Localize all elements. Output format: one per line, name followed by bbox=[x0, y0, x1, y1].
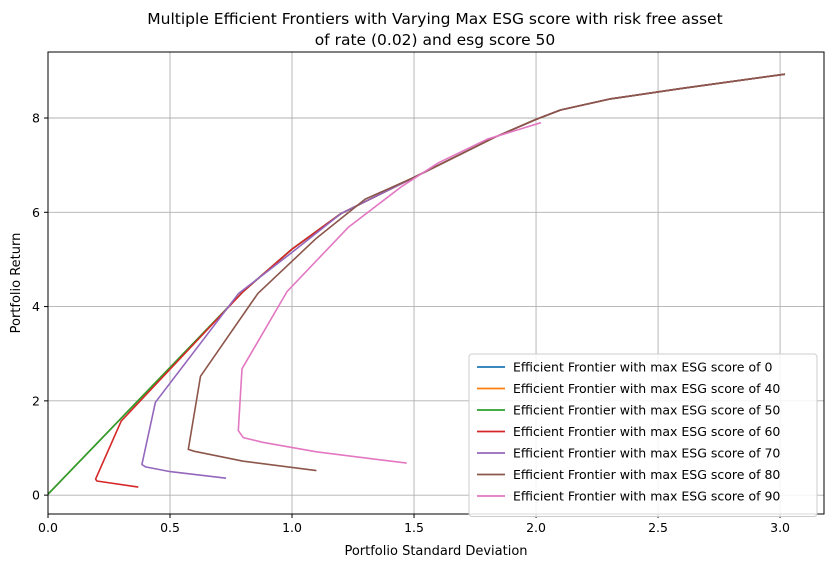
chart-subtitle: of rate (0.02) and esg score 50 bbox=[315, 31, 556, 49]
series-line-5 bbox=[187, 73, 786, 472]
plot-area-frame bbox=[47, 51, 825, 515]
legend-label: Efficient Frontier with max ESG score of… bbox=[513, 381, 780, 396]
legend-label: Efficient Frontier with max ESG score of… bbox=[513, 446, 780, 461]
x-tick-label: 0.5 bbox=[160, 520, 180, 535]
legend-label: Efficient Frontier with max ESG score of… bbox=[513, 489, 780, 504]
x-axis-label: Portfolio Standard Deviation bbox=[344, 544, 527, 559]
y-tick-label: 6 bbox=[32, 205, 40, 220]
series-lines bbox=[47, 73, 786, 495]
x-tick-label: 2.0 bbox=[526, 520, 546, 535]
x-tick-label: 3.0 bbox=[770, 520, 790, 535]
y-tick-label: 4 bbox=[32, 299, 40, 314]
chart-title: Multiple Efficient Frontiers with Varyin… bbox=[147, 10, 722, 28]
x-tick-label: 1.5 bbox=[404, 520, 424, 535]
legend-label: Efficient Frontier with max ESG score of… bbox=[513, 403, 780, 418]
x-tick-label: 2.5 bbox=[648, 520, 668, 535]
x-tick-label: 1.0 bbox=[282, 520, 302, 535]
legend: Efficient Frontier with max ESG score of… bbox=[468, 353, 818, 517]
legend-label: Efficient Frontier with max ESG score of… bbox=[513, 424, 780, 439]
x-tick-label: 0.0 bbox=[38, 520, 58, 535]
series-line-6 bbox=[237, 121, 542, 464]
legend-label: Efficient Frontier with max ESG score of… bbox=[513, 467, 780, 482]
y-axis-label: Portfolio Return bbox=[9, 233, 24, 334]
axis-ticks: 0.0 0.5 1.0 1.5 2.0 2.5 3.0 0 2 4 6 8 bbox=[32, 111, 790, 536]
y-tick-label: 0 bbox=[32, 488, 40, 503]
y-tick-label: 8 bbox=[32, 111, 40, 126]
legend-label: Efficient Frontier with max ESG score of… bbox=[513, 360, 772, 375]
y-tick-label: 2 bbox=[32, 393, 40, 408]
legend-box bbox=[468, 353, 818, 517]
